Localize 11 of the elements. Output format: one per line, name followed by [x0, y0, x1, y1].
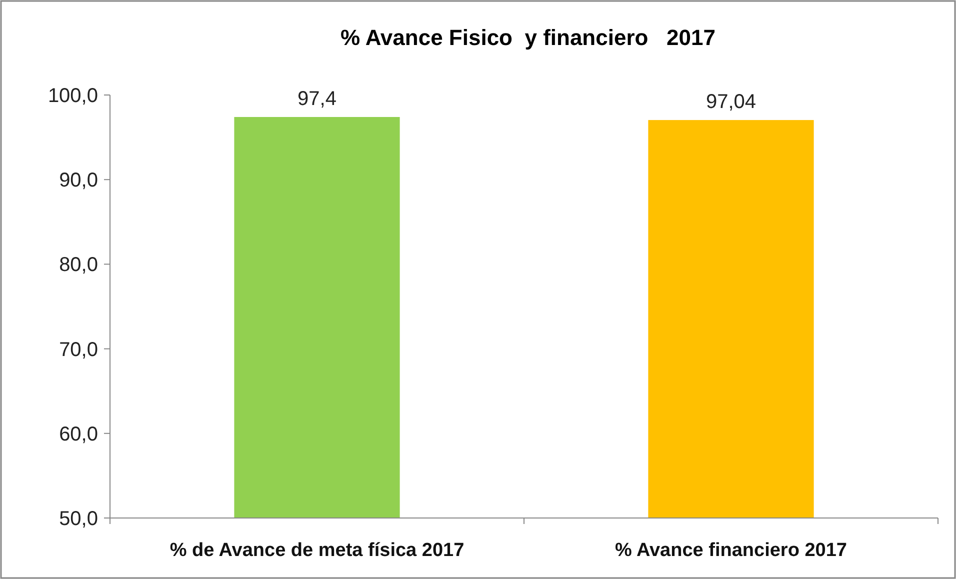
- y-tick-label: 50,0: [59, 508, 98, 530]
- y-tick-label: 60,0: [59, 423, 98, 446]
- y-tick-label: 90,0: [59, 170, 98, 192]
- chart-title: % Avance Fisico y financiero 2017: [340, 25, 716, 50]
- y-tick-label: 70,0: [59, 338, 98, 361]
- x-tick-label: % de Avance de meta física 2017: [170, 540, 464, 561]
- y-tick-label: 100,0: [48, 85, 98, 107]
- x-tick-label: % Avance financiero 2017: [615, 540, 847, 561]
- data-label: 97,04: [706, 91, 756, 114]
- y-tick-label: 80,0: [59, 254, 98, 276]
- data-label: 97,4: [298, 88, 336, 110]
